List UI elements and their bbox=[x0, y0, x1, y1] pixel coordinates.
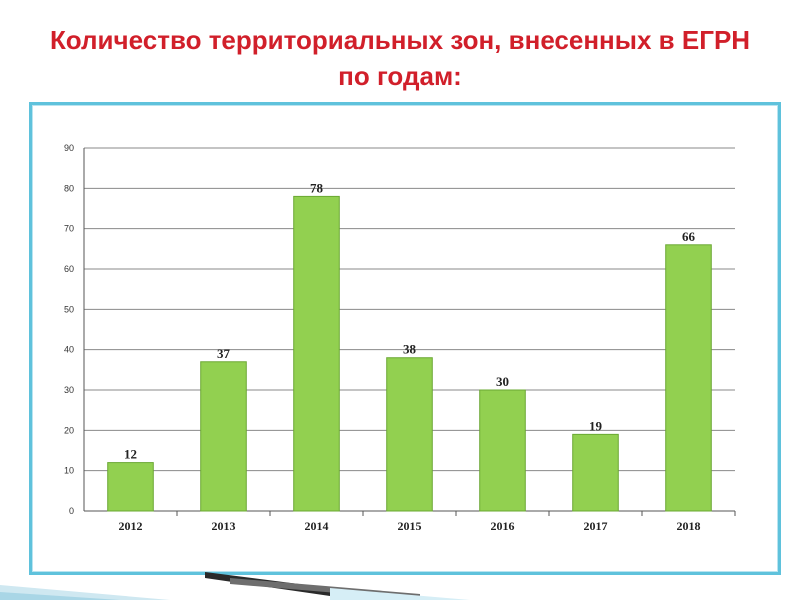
data-label: 66 bbox=[682, 229, 696, 244]
y-tick-label: 0 bbox=[69, 506, 74, 516]
x-tick-label: 2013 bbox=[212, 519, 236, 533]
data-label: 19 bbox=[589, 418, 603, 433]
y-tick-label: 60 bbox=[64, 264, 74, 274]
slide-title: Количество территориальных зон, внесенны… bbox=[49, 25, 751, 91]
bar-2012 bbox=[107, 462, 154, 512]
data-label: 37 bbox=[217, 346, 231, 361]
x-tick-label: 2014 bbox=[305, 519, 329, 533]
bar-2013 bbox=[200, 361, 247, 512]
y-tick-label: 20 bbox=[64, 425, 74, 435]
y-tick-label: 90 bbox=[64, 143, 74, 153]
bar-2016 bbox=[479, 389, 526, 512]
bar-2014 bbox=[293, 195, 340, 512]
x-tick-label: 2012 bbox=[119, 519, 143, 533]
y-tick-label: 30 bbox=[64, 385, 74, 395]
data-label: 30 bbox=[496, 374, 509, 389]
y-tick-label: 10 bbox=[64, 466, 74, 476]
bar-2017 bbox=[572, 433, 619, 512]
data-label: 38 bbox=[403, 342, 417, 357]
x-tick-label: 2017 bbox=[584, 519, 608, 533]
y-tick-label: 70 bbox=[64, 224, 74, 234]
bar-2018 bbox=[665, 244, 712, 512]
y-tick-label: 50 bbox=[64, 304, 74, 314]
x-tick-label: 2018 bbox=[677, 519, 701, 533]
data-label: 12 bbox=[124, 447, 137, 462]
bar-2015 bbox=[386, 357, 433, 512]
y-tick-label: 80 bbox=[64, 183, 74, 193]
x-tick-label: 2016 bbox=[491, 519, 515, 533]
x-tick-label: 2015 bbox=[398, 519, 422, 533]
data-label: 78 bbox=[310, 180, 324, 195]
y-tick-label: 40 bbox=[64, 345, 74, 355]
